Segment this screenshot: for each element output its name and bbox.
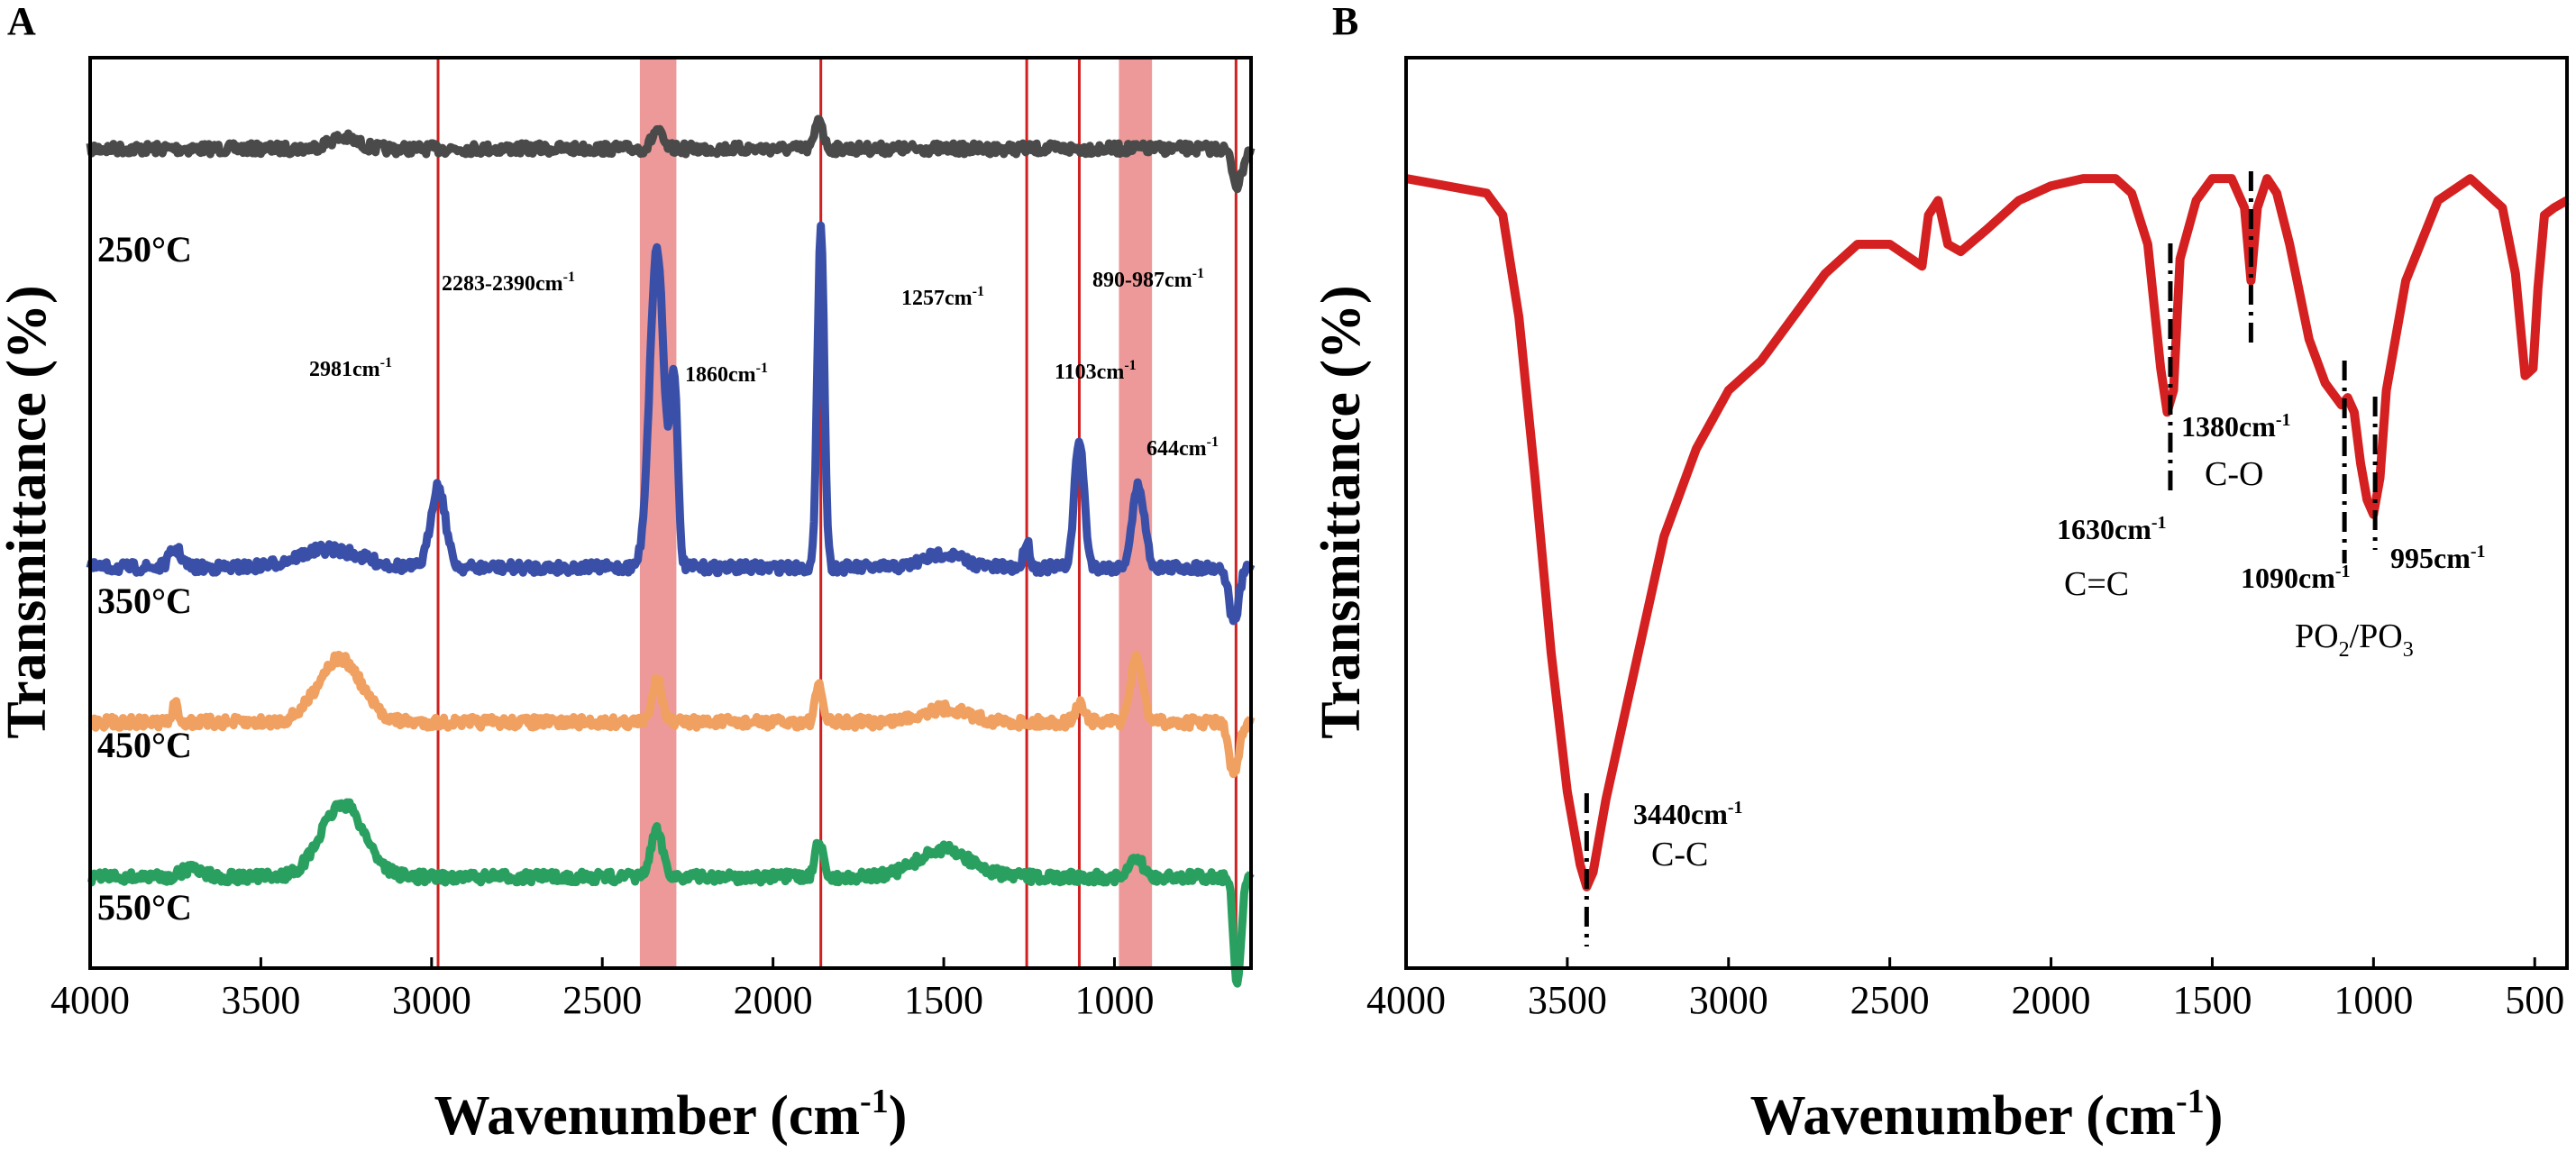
x-tick-label: 1500 <box>2172 978 2252 1022</box>
panel-a-plot-frame <box>88 56 1253 970</box>
panel-a-curves <box>86 114 1256 988</box>
label-550c: 550°C <box>97 887 192 928</box>
panel-b-x-ticks: 4000 3500 3000 2500 2000 1500 1000 500 <box>1366 957 2564 1022</box>
ann-1860: 1860cm-1 <box>685 361 768 387</box>
ann-1103: 1103cm-1 <box>1055 358 1137 384</box>
panel-a-reference-lines <box>436 58 1238 968</box>
ann-1090: 1090cm-1 <box>2241 562 2351 594</box>
ann-644: 644cm-1 <box>1146 434 1219 461</box>
panel-b-curves <box>1405 174 2570 891</box>
x-tick-label: 4000 <box>1366 978 1446 1022</box>
ann-890-987: 890-987cm-1 <box>1092 266 1204 292</box>
x-tick-label: 2000 <box>734 978 813 1022</box>
ann-3440: 3440cm-1 <box>1633 798 1743 830</box>
ann-1257: 1257cm-1 <box>901 284 984 310</box>
label-350c: 350°C <box>97 581 192 621</box>
x-tick-label: 2500 <box>562 978 642 1022</box>
group-po2-po3: PO2/PO3 <box>2295 617 2414 662</box>
x-tick-label: 2500 <box>1850 978 1930 1022</box>
panel-a-y-axis-title: Transmittance (%) <box>0 285 58 738</box>
series-line <box>87 798 1255 988</box>
panel-a-x-axis-title: Wavenumber (cm-1) <box>434 1083 908 1147</box>
panel-a: A 4000 3500 3000 2500 2000 1500 1000 250°C 350… <box>0 0 1256 1147</box>
x-tick-label: 3500 <box>1528 978 1607 1022</box>
x-tick-label: 1000 <box>2334 978 2413 1022</box>
label-250c: 250°C <box>97 229 192 270</box>
ann-995: 995cm-1 <box>2390 542 2486 574</box>
panel-b-letter: B <box>1332 0 1358 43</box>
x-tick-label: 1500 <box>904 978 983 1022</box>
series-line <box>87 650 1256 779</box>
panel-b-y-axis-title: Transmittance (%) <box>1311 285 1372 738</box>
series-line <box>86 114 1256 194</box>
group-c-c: C-C <box>1651 836 1708 873</box>
x-tick-label: 3000 <box>392 978 471 1022</box>
ann-1380: 1380cm-1 <box>2181 410 2291 443</box>
ann-2981: 2981cm-1 <box>309 355 392 381</box>
group-c-eq-c: C=C <box>2064 565 2129 603</box>
series-line <box>1405 174 2570 891</box>
x-tick-label: 3500 <box>221 978 300 1022</box>
x-tick-label: 4000 <box>50 978 130 1022</box>
panel-b-x-axis-title: Wavenumber (cm-1) <box>1750 1083 2224 1147</box>
label-450c: 450°C <box>97 725 192 765</box>
x-tick-label: 500 <box>2505 978 2564 1022</box>
panel-b-plot-frame <box>1404 56 2569 970</box>
panel-a-letter: A <box>7 0 36 43</box>
panel-b-marker-lines <box>1584 171 2378 946</box>
panel-b: B 4000 3500 3000 2500 2000 1500 1000 500 3440cm… <box>1311 0 2570 1147</box>
panel-a-x-ticks: 4000 3500 3000 2500 2000 1500 1000 <box>50 957 1154 1022</box>
x-tick-label: 3000 <box>1689 978 1768 1022</box>
group-c-o: C-O <box>2205 455 2263 493</box>
x-tick-label: 1000 <box>1074 978 1154 1022</box>
ann-2283-2390: 2283-2390cm-1 <box>442 270 575 296</box>
ann-1630: 1630cm-1 <box>2057 513 2167 545</box>
series-line <box>86 221 1256 626</box>
x-tick-label: 2000 <box>2012 978 2091 1022</box>
